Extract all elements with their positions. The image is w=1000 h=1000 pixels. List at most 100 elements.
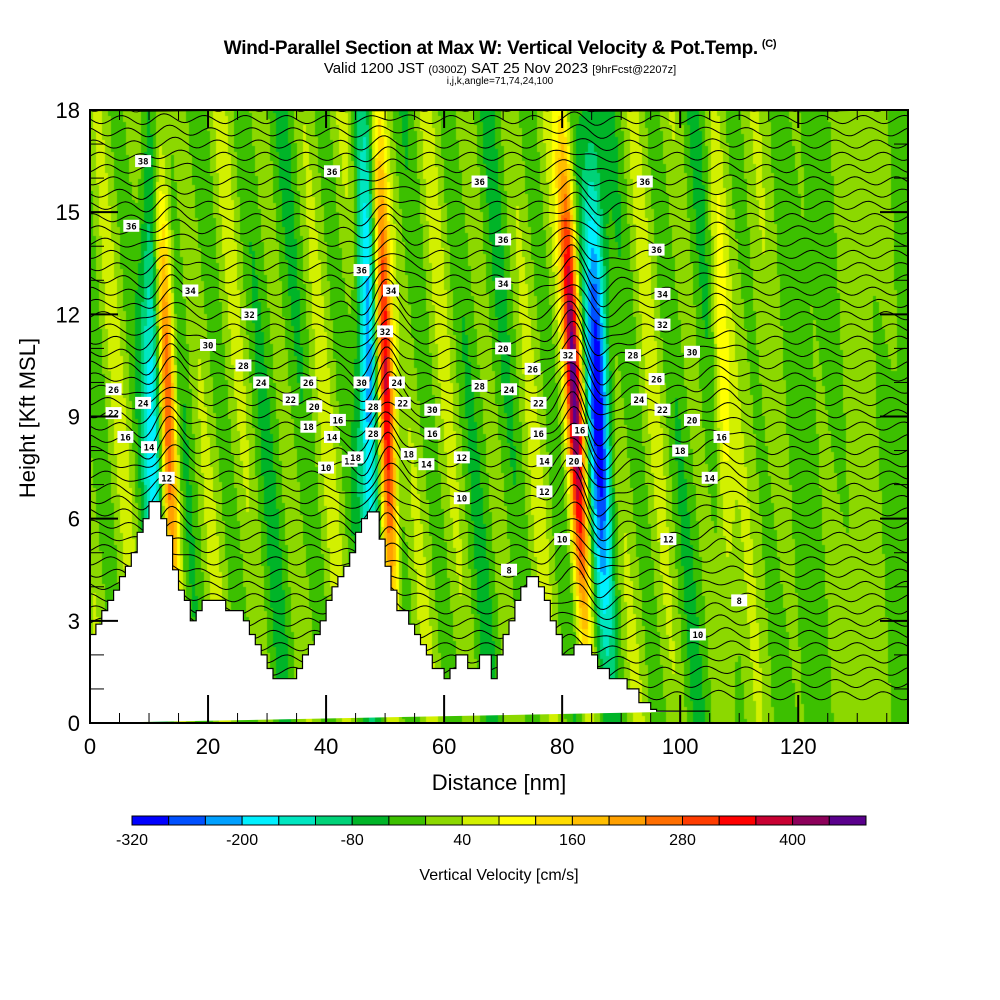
valid-time: Valid 1200 JST	[323, 60, 425, 77]
contour-label-bg	[394, 396, 411, 409]
contour-label-bg	[554, 533, 571, 546]
contour-label: 18	[400, 447, 417, 460]
contour-label-bg	[453, 451, 470, 464]
contour-label-bg	[365, 427, 382, 440]
contour-label: 14	[141, 441, 158, 454]
contour-label: 30	[424, 403, 441, 416]
colorbar-swatch	[535, 815, 573, 826]
contour-label: 8	[731, 594, 748, 607]
contour-label: 22	[654, 403, 671, 416]
contour-label-text: 10	[557, 536, 568, 546]
contour-label: 32	[377, 325, 394, 338]
contour-label: 26	[648, 373, 665, 386]
colorbar-tick-label: 40	[453, 832, 471, 849]
contour-label-text: 20	[687, 416, 698, 426]
contour-label: 22	[530, 396, 547, 409]
contour-label-text: 14	[421, 461, 432, 471]
contour-label-bg	[654, 403, 671, 416]
pot-temp-contour-line	[89, 203, 908, 229]
contour-label-bg	[689, 628, 706, 641]
contour-label-bg	[683, 413, 700, 426]
pot-temp-contour-line	[89, 124, 908, 139]
contour-label: 12	[660, 533, 677, 546]
colorbar-swatch	[388, 815, 427, 826]
y-tick-label: 12	[56, 302, 80, 327]
colorbar-swatch	[351, 815, 390, 826]
contour-label: 16	[117, 430, 134, 443]
contour-label-text: 26	[527, 365, 538, 375]
contour-label: 28	[471, 379, 488, 392]
x-tick-label: 40	[314, 734, 338, 759]
contour-label-bg	[253, 376, 270, 389]
contour-label-text: 26	[651, 376, 662, 386]
contour-label: 14	[418, 458, 435, 471]
contour-label: 10	[689, 628, 706, 641]
contour-label-bg	[501, 383, 518, 396]
chart-title-text: Wind-Parallel Section at Max W: Vertical…	[223, 38, 758, 59]
colorbar-tick-label: 400	[779, 832, 806, 849]
contour-label-text: 28	[368, 403, 379, 413]
terrain-layer	[89, 501, 710, 723]
contour-label: 28	[365, 427, 382, 440]
x-tick-label: 100	[662, 734, 699, 759]
contour-label-text: 28	[238, 362, 249, 372]
contour-label-bg	[353, 264, 370, 277]
contour-label: 18	[347, 451, 364, 464]
colorbar-swatch	[241, 815, 280, 826]
contour-label-text: 28	[628, 352, 639, 362]
contour-label-bg	[347, 451, 364, 464]
contour-label: 26	[105, 383, 122, 396]
contour-label-bg	[636, 175, 653, 188]
pot-temp-contour-line	[89, 289, 908, 328]
contour-label: 12	[536, 485, 553, 498]
contour-label-bg	[654, 287, 671, 300]
contour-label: 16	[713, 430, 730, 443]
contour-label: 24	[135, 396, 152, 409]
contour-label-bg	[683, 345, 700, 358]
contour-label-bg	[382, 284, 399, 297]
contour-label: 32	[654, 318, 671, 331]
contour-label: 14	[323, 430, 340, 443]
pot-temp-contour-line	[89, 391, 908, 447]
contour-label: 12	[453, 451, 470, 464]
valid-date: SAT 25 Nov 2023	[471, 60, 589, 77]
section-indices: i,j,k,angle=71,74,24,100	[446, 76, 554, 87]
forecast-info: [9hrFcst@2207z]	[592, 64, 677, 76]
contour-labels: 38 36 34 32 30 28 26 24 22 20 18 16 14 12 10 26 24 22 16 14…	[105, 155, 748, 641]
contour-label-bg	[135, 396, 152, 409]
contour-label-text: 18	[675, 447, 686, 457]
contour-label-bg	[105, 383, 122, 396]
contour-label-bg	[241, 308, 258, 321]
contour-label: 28	[235, 359, 252, 372]
contour-label: 18	[300, 420, 317, 433]
contour-label: 34	[382, 284, 399, 297]
terrain-profile	[89, 501, 710, 723]
colorbar-tick-label: 160	[559, 832, 586, 849]
contour-label: 14	[536, 454, 553, 467]
contour-label-text: 32	[244, 311, 255, 321]
contour-label-bg	[495, 233, 512, 246]
contour-label-bg	[713, 430, 730, 443]
chart-subtitle: Valid 1200 JST (0300Z) SAT 25 Nov 2023 […	[0, 60, 1000, 77]
colorbar-swatch	[792, 815, 830, 826]
colorbar: -320 -200 -80 40 160 280 400	[116, 815, 867, 849]
contour-label: 26	[524, 362, 541, 375]
pot-temp-contour-line	[89, 526, 908, 559]
contour-label-bg	[158, 471, 175, 484]
contour-label: 32	[560, 349, 577, 362]
contour-label-text: 24	[504, 386, 515, 396]
contour-label: 24	[253, 376, 270, 389]
contour-label: 30	[200, 338, 217, 351]
x-axis-title: Distance [nm]	[432, 770, 567, 795]
x-tick-label: 0	[84, 734, 96, 759]
contour-label: 36	[123, 219, 140, 232]
pot-temp-contour-line	[89, 446, 908, 488]
contour-label-bg	[418, 458, 435, 471]
contour-label-text: 32	[380, 328, 391, 338]
contour-label-text: 10	[456, 495, 467, 505]
pot-temp-contour-line	[89, 469, 908, 517]
contour-label: 8	[501, 563, 518, 576]
colorbar-swatch	[571, 815, 610, 826]
contour-label-bg	[495, 342, 512, 355]
contour-label-text: 26	[303, 379, 314, 389]
